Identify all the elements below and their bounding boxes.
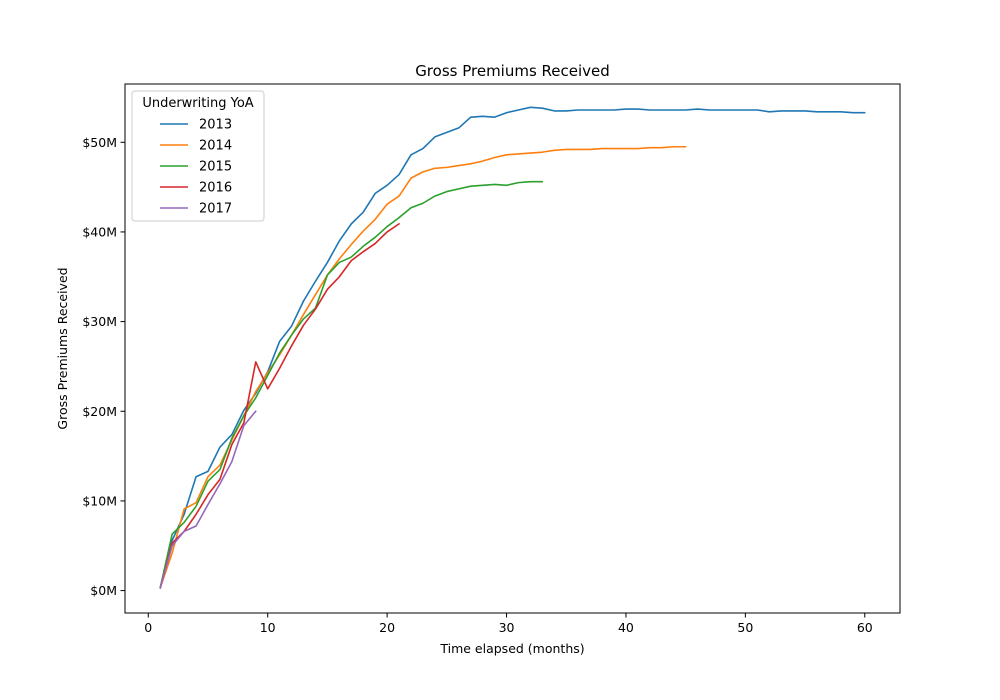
- legend-label-2014: 2014: [199, 139, 232, 154]
- x-tick-label: 0: [144, 620, 152, 635]
- chart-title: Gross Premiums Received: [415, 62, 610, 80]
- x-axis: 0 10 20 30 40 50 60: [144, 613, 873, 635]
- series-line-2014: [159, 145, 687, 589]
- x-tick-label: 50: [737, 620, 753, 635]
- y-tick-label: $30M: [82, 314, 117, 329]
- y-tick-label: $40M: [82, 224, 117, 239]
- y-tick-label: $20M: [82, 404, 117, 419]
- legend-title: Underwriting YoA: [142, 96, 253, 111]
- x-tick-label: 40: [618, 620, 634, 635]
- series-line-2013: [159, 106, 866, 589]
- legend-label-2017: 2017: [199, 202, 232, 217]
- plot-lines: [159, 106, 866, 589]
- series-line-2016: [159, 223, 400, 589]
- y-axis-label: Gross Premiums Received: [55, 267, 70, 429]
- y-axis: $0M $10M $20M $30M $40M $50M: [82, 135, 125, 598]
- legend-label-2016: 2016: [199, 181, 232, 196]
- y-tick-label: $10M: [82, 493, 117, 508]
- legend: Underwriting YoA 2013 2014 2015 2016 2017: [131, 90, 265, 222]
- y-tick-label: $50M: [82, 135, 117, 150]
- plot-frame: [124, 83, 901, 614]
- x-tick-label: 10: [260, 620, 276, 635]
- series-line-2015: [159, 180, 544, 589]
- x-tick-label: 20: [379, 620, 395, 635]
- x-tick-label: 60: [857, 620, 873, 635]
- legend-label-2013: 2013: [199, 118, 232, 133]
- y-tick-label: $0M: [90, 583, 117, 598]
- legend-items: 2013 2014 2015 2016 2017: [160, 118, 232, 217]
- legend-label-2015: 2015: [199, 160, 232, 175]
- series-line-2017: [159, 410, 257, 589]
- x-axis-label: Time elapsed (months): [439, 641, 584, 656]
- x-tick-label: 30: [499, 620, 515, 635]
